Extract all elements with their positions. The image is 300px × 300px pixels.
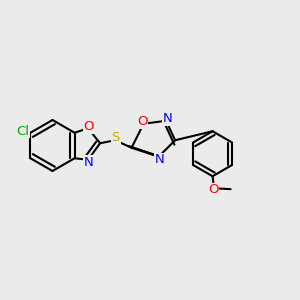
Text: N: N bbox=[163, 112, 172, 125]
Text: N: N bbox=[84, 156, 94, 169]
Text: S: S bbox=[112, 131, 120, 144]
Text: O: O bbox=[83, 120, 94, 133]
Text: Cl: Cl bbox=[16, 125, 29, 138]
Text: O: O bbox=[208, 183, 219, 196]
Text: N: N bbox=[154, 153, 164, 166]
Text: O: O bbox=[137, 115, 147, 128]
